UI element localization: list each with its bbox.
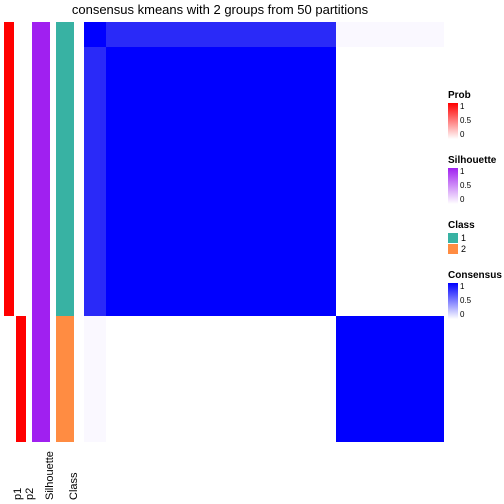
x-label: Class — [68, 472, 80, 500]
consensus-heatmap — [84, 22, 444, 442]
x-label: Silhouette — [44, 451, 56, 500]
anno-col-class — [56, 22, 74, 442]
legend-consensus-title: Consensus — [448, 270, 502, 281]
legend-silhouette: Silhouette 1 0.5 0 — [448, 155, 502, 204]
legend-tick: 0.5 — [460, 182, 471, 190]
legend-tick: 1 — [460, 103, 471, 111]
heatmap-block — [84, 22, 106, 47]
x-axis-labels: p1p2 Silhouette Class — [4, 444, 444, 502]
heatmap-block — [336, 316, 444, 442]
heatmap-block — [336, 47, 444, 316]
anno-col-silhouette — [32, 22, 50, 442]
x-label: p1 — [12, 488, 24, 500]
legend-class-item: 2 — [448, 244, 502, 254]
heatmap-block — [106, 47, 336, 316]
legend-swatch-label: 1 — [461, 233, 466, 243]
legend-class-item: 1 — [448, 233, 502, 243]
legend-tick: 0 — [460, 311, 471, 319]
legend-consensus-gradient — [448, 283, 458, 319]
anno-segment — [16, 22, 26, 316]
legend-consensus: Consensus 1 0.5 0 — [448, 270, 502, 319]
anno-segment — [4, 22, 14, 316]
anno-segment — [32, 22, 50, 442]
legend-tick: 0 — [460, 131, 471, 139]
legend-tick: 1 — [460, 168, 471, 176]
legend-prob: Prob 1 0.5 0 — [448, 90, 502, 139]
legend-swatch — [448, 233, 458, 243]
heatmap-block — [336, 22, 444, 47]
anno-col-p2 — [16, 22, 26, 442]
chart-title: consensus kmeans with 2 groups from 50 p… — [0, 2, 440, 17]
heatmap-block — [106, 22, 336, 47]
legend-silhouette-gradient — [448, 168, 458, 204]
x-label: p2 — [24, 488, 36, 500]
anno-segment — [56, 22, 74, 316]
legend-tick: 0 — [460, 196, 471, 204]
anno-segment — [16, 316, 26, 442]
legend-tick: 0.5 — [460, 297, 471, 305]
legend-swatch — [448, 244, 458, 254]
plot-area — [4, 22, 444, 442]
anno-col-p1 — [4, 22, 14, 442]
legend-tick: 0.5 — [460, 117, 471, 125]
legend-tick: 1 — [460, 283, 471, 291]
legend-silhouette-title: Silhouette — [448, 155, 502, 166]
legend-swatch-label: 2 — [461, 244, 466, 254]
anno-segment — [4, 316, 14, 442]
legends: Prob 1 0.5 0 Silhouette 1 0.5 0 Class 12… — [448, 90, 502, 335]
legend-prob-title: Prob — [448, 90, 502, 101]
heatmap-block — [106, 316, 336, 442]
anno-segment — [56, 316, 74, 442]
legend-prob-gradient — [448, 103, 458, 139]
heatmap-block — [84, 316, 106, 442]
legend-class: Class 12 — [448, 220, 502, 254]
legend-class-title: Class — [448, 220, 502, 231]
heatmap-block — [84, 47, 106, 316]
